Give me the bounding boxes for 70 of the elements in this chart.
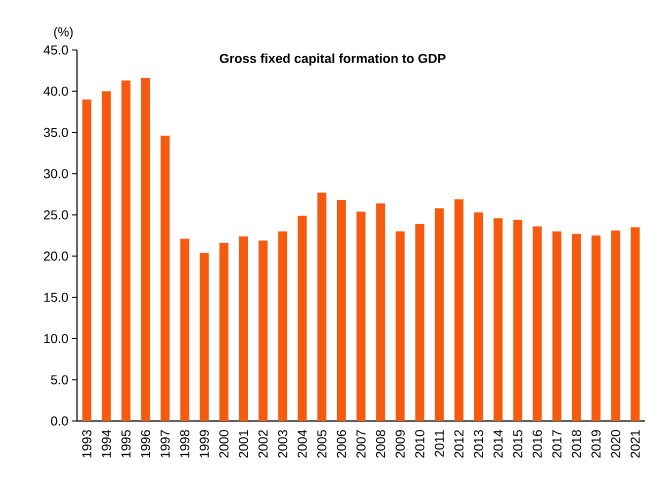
y-tick-label: 20.0 (44, 252, 68, 261)
y-tick-label: 15.0 (44, 292, 68, 302)
bar (278, 231, 288, 421)
x-tick-label: 2011 (434, 430, 444, 457)
bar (396, 231, 405, 421)
x-tick-label: 1994 (102, 430, 111, 458)
x-tick-label: 1996 (140, 430, 150, 458)
x-tick-label: 2012 (454, 430, 464, 458)
y-tick-label: 5.0 (50, 375, 68, 384)
bar (82, 99, 92, 421)
bar (258, 240, 268, 421)
x-tick-label: 1995 (121, 430, 131, 458)
x-tick-label: 2016 (532, 430, 542, 458)
y-tick-label: 25.0 (44, 210, 68, 220)
bar (572, 234, 581, 421)
x-tick-label: 1997 (160, 430, 170, 458)
x-tick-label: 2021 (630, 430, 640, 458)
x-tick-label: 2004 (298, 430, 307, 458)
bar (552, 231, 562, 421)
bar (454, 199, 464, 421)
x-tick-label: 2017 (552, 430, 562, 458)
bar (532, 226, 542, 421)
bar (102, 91, 111, 421)
bar (200, 252, 209, 421)
bar (317, 192, 326, 421)
x-tick-label: 2015 (513, 430, 522, 458)
bar (336, 200, 346, 421)
y-tick-label: 30.0 (44, 169, 68, 178)
y-tick-label: 45.0 (44, 45, 68, 55)
x-tick-label: 2008 (376, 430, 386, 458)
bar (434, 208, 444, 421)
x-tick-label: 2005 (317, 430, 326, 458)
x-tick-label: 2003 (278, 430, 288, 458)
bar (219, 242, 228, 421)
x-tick-label: 1993 (82, 430, 92, 458)
bar (160, 136, 170, 421)
bar (298, 216, 307, 421)
x-tick-label: 1999 (200, 430, 209, 458)
x-tick-label: 2001 (238, 430, 248, 458)
bar (180, 238, 190, 421)
bar (474, 212, 484, 421)
x-tick-label: 2020 (611, 430, 620, 458)
bar (121, 80, 130, 421)
x-tick-label: 2000 (219, 430, 228, 458)
bar (141, 78, 150, 421)
y-tick-label: 40.0 (44, 86, 68, 96)
chart-title: Gross fixed capital formation to GDP (220, 54, 446, 66)
bar (630, 227, 640, 421)
x-tick-label: 2007 (356, 430, 366, 458)
y-tick-label: 10.0 (44, 334, 68, 344)
x-tick-label: 2018 (572, 430, 582, 458)
y-axis-title: (%) (54, 26, 73, 40)
bar (238, 236, 248, 421)
bar (494, 218, 503, 421)
x-tick-label: 2013 (474, 430, 484, 458)
x-tick-label: 2006 (336, 430, 346, 458)
bar (513, 220, 522, 421)
x-tick-label: 2009 (396, 430, 405, 458)
y-tick-label: 0.0 (50, 416, 68, 426)
bar (376, 203, 386, 421)
bar (592, 236, 601, 421)
x-tick-label: 2019 (591, 430, 601, 458)
x-tick-label: 2002 (258, 430, 268, 458)
x-tick-label: 2010 (415, 430, 424, 458)
y-tick-label: 35.0 (44, 128, 68, 138)
x-tick-label: 2014 (494, 430, 503, 458)
x-tick-label: 1998 (180, 430, 190, 458)
bar (356, 212, 366, 421)
bar (611, 230, 620, 421)
bar (415, 224, 424, 421)
